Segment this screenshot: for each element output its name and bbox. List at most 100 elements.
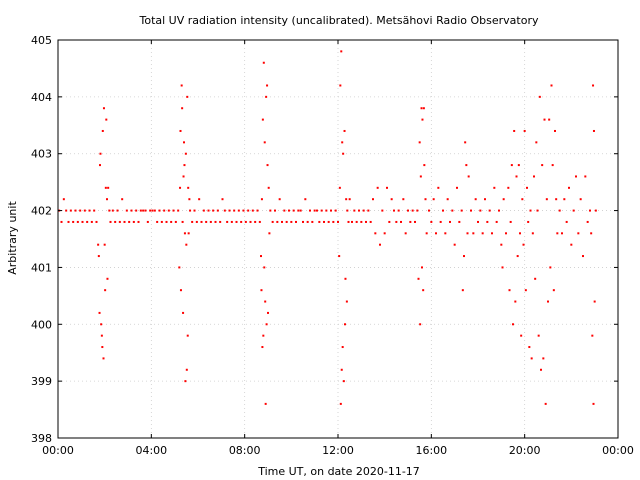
data-point — [299, 209, 302, 212]
data-point — [103, 243, 106, 246]
y-tick-label: 404 — [31, 91, 52, 104]
data-point — [249, 220, 252, 223]
data-point — [130, 209, 133, 212]
data-point — [74, 209, 77, 212]
data-point — [424, 198, 427, 201]
data-point — [309, 209, 311, 212]
x-tick-label: 16:00 — [415, 444, 447, 457]
data-point — [376, 186, 379, 189]
data-point — [274, 209, 276, 212]
data-point — [135, 209, 138, 212]
data-point — [342, 152, 345, 155]
data-point — [81, 220, 84, 223]
data-point — [517, 164, 520, 167]
data-point — [106, 198, 108, 201]
data-point — [493, 186, 496, 189]
data-point — [417, 277, 420, 280]
data-point — [177, 209, 180, 212]
data-point — [179, 289, 182, 292]
data-point — [486, 220, 489, 223]
data-point — [266, 84, 269, 87]
data-point — [264, 402, 267, 405]
data-point — [216, 209, 219, 212]
data-point — [515, 175, 518, 178]
data-point — [512, 323, 514, 326]
data-point — [555, 198, 558, 201]
data-point — [400, 220, 402, 223]
data-point — [395, 220, 398, 223]
data-point — [83, 209, 86, 212]
data-point — [240, 220, 243, 223]
data-point — [297, 209, 300, 212]
data-point — [185, 243, 188, 246]
data-point — [432, 198, 435, 201]
data-point — [461, 289, 464, 292]
data-point — [534, 277, 537, 280]
data-point — [167, 209, 170, 212]
data-point — [446, 198, 449, 201]
data-point — [524, 289, 527, 292]
data-point — [278, 198, 281, 201]
data-point — [332, 220, 335, 223]
data-point — [100, 334, 103, 337]
data-point — [495, 220, 498, 223]
data-point — [393, 209, 395, 212]
data-point — [491, 232, 493, 235]
data-point — [311, 220, 314, 223]
data-point — [182, 311, 185, 314]
data-point — [316, 209, 318, 212]
data-point — [372, 198, 374, 201]
data-point — [163, 209, 166, 212]
data-point — [544, 402, 547, 405]
data-point — [306, 220, 309, 223]
data-point — [381, 209, 384, 212]
data-point — [183, 164, 186, 167]
data-point — [423, 164, 426, 167]
data-point — [251, 209, 254, 212]
data-point — [181, 220, 184, 223]
x-tick-label: 20:00 — [509, 444, 541, 457]
data-point — [535, 141, 538, 144]
data-point — [327, 220, 330, 223]
data-point — [181, 107, 184, 110]
data-point — [593, 300, 596, 303]
data-point — [99, 152, 102, 155]
data-point — [552, 289, 555, 292]
data-point — [347, 220, 350, 223]
data-point — [528, 346, 531, 349]
data-point — [516, 255, 519, 258]
data-point — [193, 209, 196, 212]
data-point — [271, 220, 274, 223]
data-point — [592, 129, 595, 132]
data-point — [189, 209, 192, 212]
data-point — [591, 334, 594, 337]
data-point — [137, 220, 140, 223]
data-point — [465, 164, 468, 167]
data-point — [334, 209, 337, 212]
data-point — [402, 198, 405, 201]
data-point — [261, 346, 264, 349]
data-point — [183, 141, 185, 144]
data-point — [185, 368, 188, 371]
data-point — [102, 357, 105, 360]
data-point — [149, 209, 152, 212]
data-point — [151, 209, 154, 212]
data-point — [260, 255, 262, 258]
data-point — [237, 209, 240, 212]
data-point — [360, 220, 363, 223]
data-point — [198, 198, 201, 201]
data-point — [449, 220, 451, 223]
data-point — [527, 220, 530, 223]
data-point — [570, 243, 573, 246]
data-point — [358, 209, 360, 212]
data-point — [170, 220, 173, 223]
data-point — [430, 220, 433, 223]
data-point — [500, 243, 503, 246]
data-point — [409, 220, 412, 223]
data-point — [209, 220, 212, 223]
data-point — [160, 220, 163, 223]
data-point — [330, 209, 332, 212]
data-point — [513, 129, 516, 132]
data-point — [514, 300, 517, 303]
data-point — [172, 209, 175, 212]
